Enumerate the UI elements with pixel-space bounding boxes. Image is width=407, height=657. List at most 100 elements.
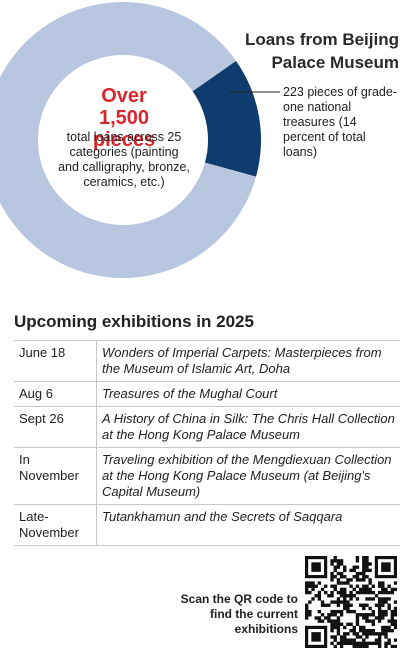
qr-module: [368, 606, 372, 611]
donut-chart: [0, 2, 280, 278]
qr-module: [365, 616, 369, 620]
qr-module: [377, 609, 382, 614]
qr-module: [339, 571, 344, 576]
qr-module: [368, 628, 372, 633]
qr-module: [355, 571, 360, 576]
qr-module: [393, 619, 397, 623]
qr-module: [381, 625, 385, 630]
qr-module: [308, 600, 312, 604]
qr-module: [362, 616, 366, 620]
date-cell: In November: [14, 447, 97, 505]
qr-module: [349, 638, 353, 642]
qr-module: [381, 603, 385, 607]
qr-module: [339, 600, 344, 604]
qr-module: [352, 638, 356, 642]
qr-module: [349, 628, 353, 633]
qr-module: [384, 641, 388, 646]
center-headline: Over 1,500 pieces: [92, 85, 156, 151]
qr-module: [311, 597, 315, 601]
qr-module: [324, 584, 328, 588]
table-title: Upcoming exhibitions in 2025: [14, 312, 254, 331]
qr-module: [324, 603, 328, 607]
qr-module: [333, 609, 337, 614]
qr-module: [377, 606, 382, 611]
qr-module: [336, 559, 341, 563]
qr-module: [349, 590, 353, 595]
qr-module: [384, 600, 388, 604]
qr-module: [362, 603, 366, 607]
qr-module: [384, 613, 388, 617]
qr-module: [336, 619, 341, 623]
qr-module: [362, 625, 366, 630]
qr-module: [336, 565, 341, 569]
qr-module: [384, 628, 388, 633]
qr-module: [377, 635, 382, 639]
qr-module: [355, 597, 360, 601]
qr-module: [339, 581, 344, 585]
qr-module: [336, 562, 341, 566]
qr-module: [333, 565, 337, 569]
qr-module: [330, 594, 334, 598]
qr-module: [330, 590, 334, 595]
qr-module: [339, 641, 344, 646]
qr-module: [343, 641, 347, 646]
qr-module: [346, 606, 350, 611]
qr-module: [390, 628, 395, 633]
qr-module: [336, 632, 341, 636]
qr-module: [349, 603, 353, 607]
qr-module: [368, 581, 372, 585]
qr-module: [333, 613, 337, 617]
qr-module: [368, 587, 372, 592]
qr-module: [339, 622, 344, 626]
qr-module: [314, 584, 318, 588]
qr-module: [362, 559, 366, 563]
qr-module: [377, 597, 382, 601]
qr-module: [330, 628, 334, 633]
qr-module: [305, 616, 309, 620]
qr-module: [358, 625, 363, 630]
qr-module: [346, 638, 350, 642]
qr-module: [365, 641, 369, 646]
qr-module: [358, 644, 363, 648]
qr-module: [349, 597, 353, 601]
qr-module: [362, 638, 366, 642]
qr-module: [393, 581, 397, 585]
qr-module: [339, 635, 344, 639]
qr-module: [390, 613, 395, 617]
qr-module: [324, 590, 328, 595]
qr-module: [352, 644, 356, 648]
qr-module: [320, 600, 325, 604]
date-cell: Aug 6: [14, 381, 97, 407]
qr-module: [317, 609, 322, 614]
qr-module: [371, 584, 375, 588]
qr-module: [349, 609, 353, 614]
qr-module: [339, 575, 344, 579]
qr-module: [381, 613, 385, 617]
qr-module: [368, 641, 372, 646]
qr-module: [311, 581, 315, 585]
qr-module: [393, 609, 397, 614]
qr-module: [384, 635, 388, 639]
qr-module: [377, 584, 382, 588]
qr-module: [377, 638, 382, 642]
qr-module: [381, 584, 385, 588]
qr-module: [320, 613, 325, 617]
qr-module: [362, 556, 366, 560]
qr-module: [308, 584, 312, 588]
table-row: In November Traveling exhibition of the M…: [14, 447, 400, 505]
qr-module: [371, 632, 375, 636]
qr-module: [355, 590, 360, 595]
qr-module: [333, 559, 337, 563]
qr-module: [352, 641, 356, 646]
qr-module: [377, 603, 382, 607]
qr-module: [330, 578, 334, 582]
qr-module: [343, 603, 347, 607]
qr-module: [305, 581, 309, 585]
qr-module: [336, 597, 341, 601]
qr-module: [339, 594, 344, 598]
qr-module: [393, 622, 397, 626]
qr-module: [308, 613, 312, 617]
qr-module: [352, 575, 356, 579]
annotation: 223 pieces of grade-one national treasur…: [283, 85, 397, 159]
qr-module: [333, 638, 337, 642]
